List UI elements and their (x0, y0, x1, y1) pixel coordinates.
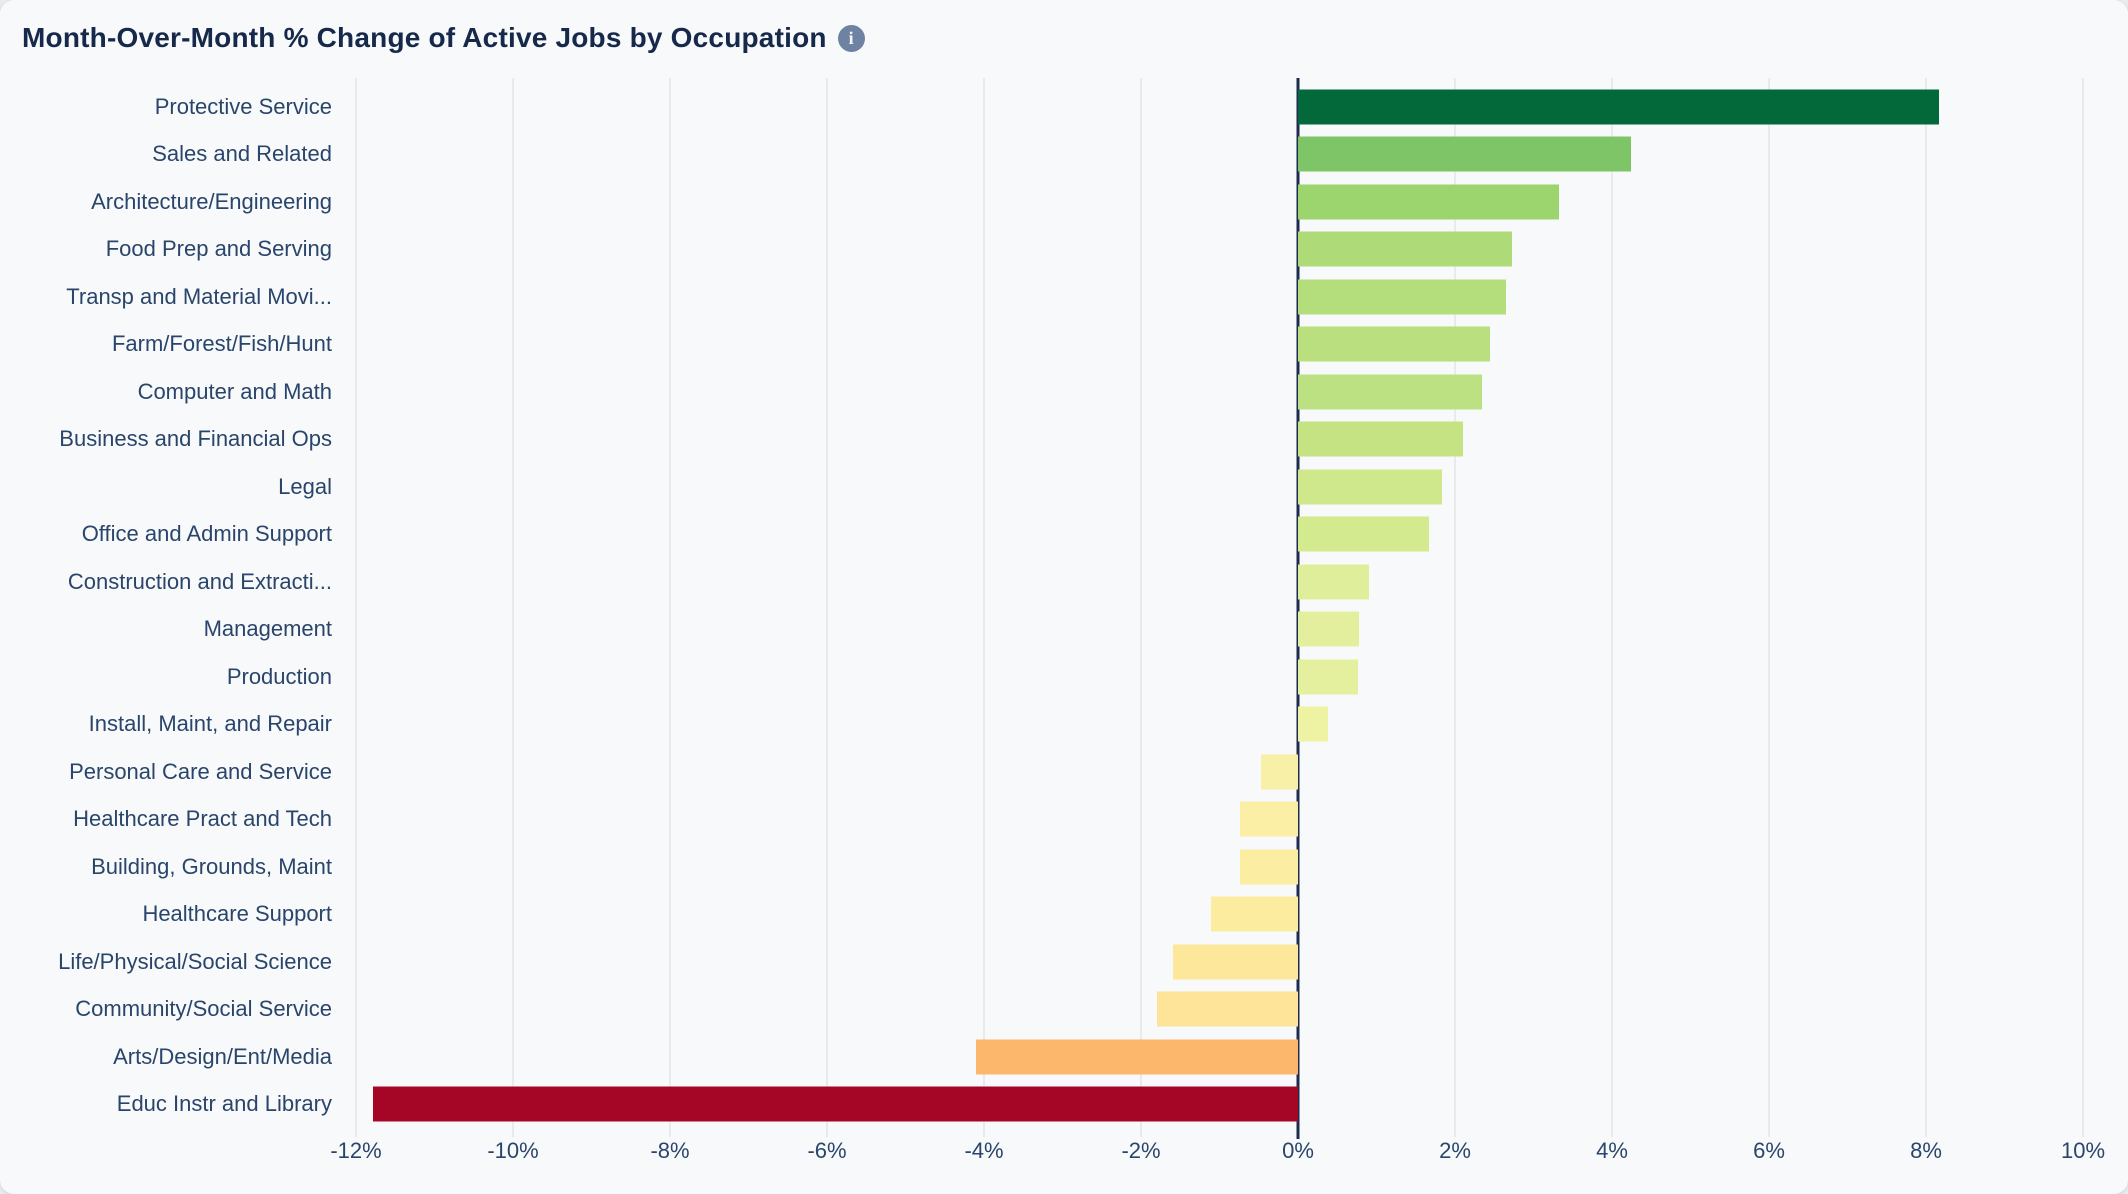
category-label: Protective Service (154, 93, 332, 119)
gridline (669, 78, 671, 1137)
bar[interactable] (1298, 136, 1631, 172)
category-label: Transp and Material Movi... (66, 283, 332, 309)
category-label: Sales and Related (152, 141, 332, 167)
gridline (2082, 78, 2084, 1137)
x-tick-label: 0% (1282, 1138, 1314, 1163)
category-label: Food Prep and Serving (105, 236, 332, 262)
category-label: Computer and Math (137, 378, 332, 404)
bar[interactable] (1298, 231, 1512, 267)
category-label: Life/Physical/Social Science (58, 948, 332, 974)
x-tick-label: -4% (964, 1138, 1004, 1163)
bar[interactable] (1210, 896, 1298, 932)
bar[interactable] (1298, 659, 1358, 695)
category-label: Office and Admin Support (81, 521, 332, 547)
x-tick-label: -12% (330, 1138, 382, 1163)
bar[interactable] (1298, 611, 1360, 647)
bar[interactable] (1239, 849, 1298, 885)
bar[interactable] (373, 1086, 1298, 1122)
category-label: Community/Social Service (75, 996, 332, 1022)
page-title: Month-Over-Month % Change of Active Jobs… (22, 22, 827, 53)
category-label: Business and Financial Ops (59, 426, 332, 452)
x-tick-label: -2% (1121, 1138, 1161, 1163)
bar[interactable] (1298, 516, 1430, 552)
bar[interactable] (1173, 944, 1298, 980)
category-label: Production (226, 663, 332, 689)
category-label: Healthcare Pract and Tech (73, 806, 332, 832)
x-tick-label: 4% (1596, 1138, 1628, 1163)
gridline (512, 78, 514, 1137)
gridline (1454, 78, 1456, 1137)
info-icon[interactable]: i (837, 24, 865, 52)
bar[interactable] (1298, 279, 1507, 315)
x-axis: -12% -10% -8% -6% -4% -2% 0% 2% 4% 6% 8% 10% (330, 1138, 2105, 1172)
category-label: Architecture/Engineering (91, 188, 332, 214)
x-tick-label: -6% (807, 1138, 847, 1163)
x-tick-label: 10% (2060, 1138, 2106, 1163)
bar[interactable] (1298, 564, 1370, 600)
category-label: Arts/Design/Ent/Media (113, 1043, 332, 1069)
category-label: Legal (278, 473, 332, 499)
x-tick-label: -8% (650, 1138, 690, 1163)
x-tick-label: 6% (1753, 1138, 1785, 1163)
category-label: Educ Instr and Library (116, 1091, 332, 1117)
gridline (983, 78, 985, 1137)
category-label: Install, Maint, and Repair (88, 711, 332, 737)
x-tick-label: 2% (1439, 1138, 1471, 1163)
category-label: Personal Care and Service (69, 758, 332, 784)
gridline (1611, 78, 1613, 1137)
bar[interactable] (1239, 801, 1298, 837)
x-tick-label: 8% (1910, 1138, 1942, 1163)
bar[interactable] (1298, 421, 1463, 457)
plot-area (355, 78, 2084, 1139)
category-label: Construction and Extracti... (67, 568, 332, 594)
bar[interactable] (1298, 706, 1328, 742)
bar[interactable] (1298, 184, 1559, 220)
bar[interactable] (1298, 469, 1442, 505)
gridline (1140, 78, 1142, 1137)
bar[interactable] (1298, 374, 1482, 410)
category-label: Management (203, 616, 332, 642)
category-label: Healthcare Support (142, 901, 332, 927)
category-label: Farm/Forest/Fish/Hunt (111, 331, 332, 357)
gridline (1768, 78, 1770, 1137)
gridline (826, 78, 828, 1137)
gridline (355, 78, 357, 1137)
chart-header: Month-Over-Month % Change of Active Jobs… (22, 22, 865, 54)
gridline (1925, 78, 1927, 1137)
bar[interactable] (1298, 326, 1491, 362)
category-axis: Protective Service Sales and Related Archi… (0, 78, 344, 1128)
bar[interactable] (1261, 754, 1298, 790)
x-tick-label: -10% (487, 1138, 539, 1163)
bar[interactable] (1156, 991, 1298, 1027)
bar[interactable] (976, 1039, 1298, 1075)
category-label: Building, Grounds, Maint (91, 853, 332, 879)
bar[interactable] (1298, 89, 1940, 125)
zero-axis-line (1296, 78, 1300, 1139)
